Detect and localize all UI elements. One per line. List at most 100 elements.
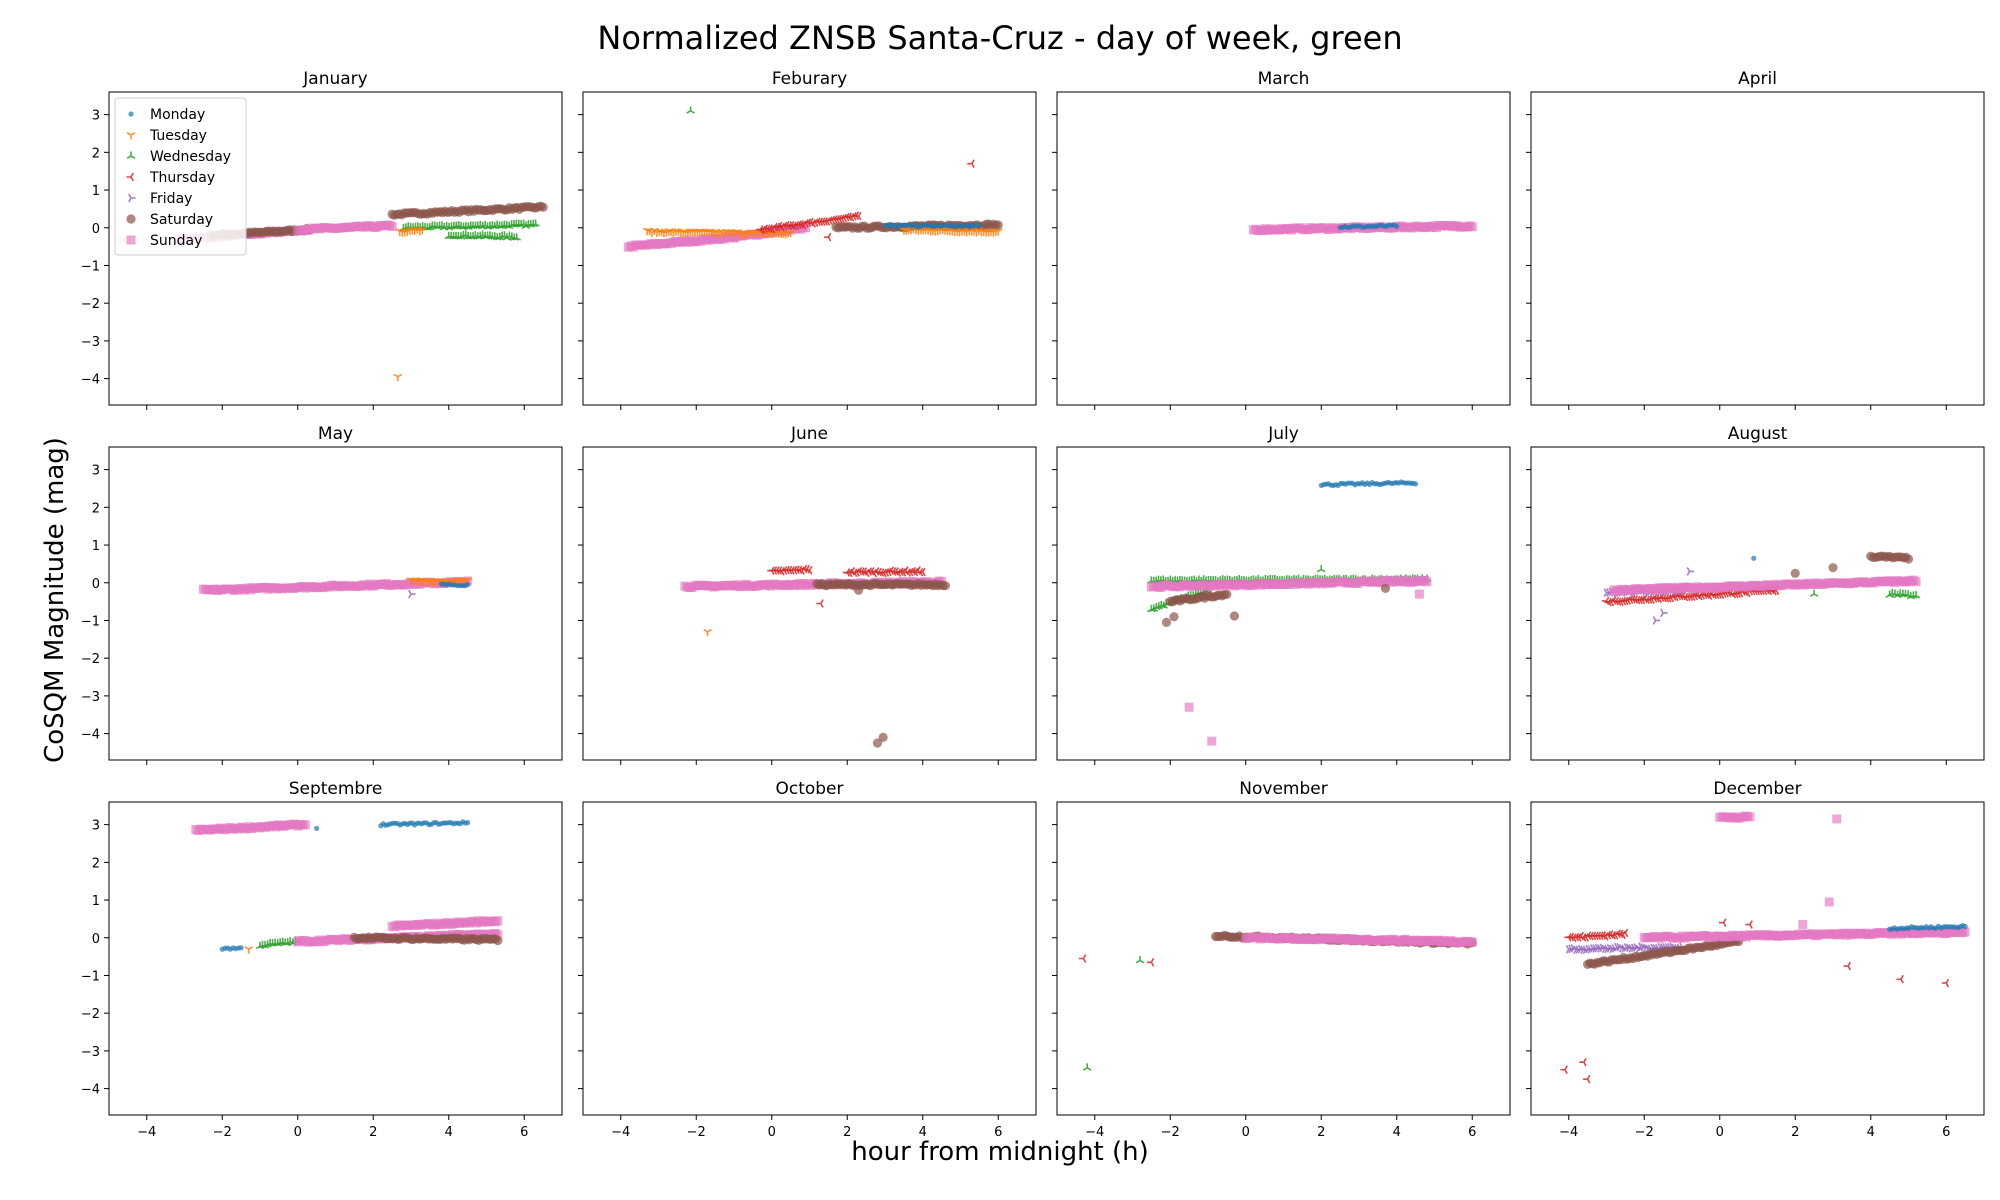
- data-point: [816, 599, 824, 608]
- legend-item-monday: Monday: [128, 107, 205, 123]
- data-point: [1579, 1057, 1587, 1067]
- panel-frame: [1056, 446, 1511, 761]
- legend-item-saturday: Saturday: [126, 212, 213, 228]
- panel-title: June: [790, 424, 828, 444]
- panel-november: November −4 −2 0 2 4 6: [1052, 779, 1511, 1140]
- data-point: [1413, 481, 1419, 487]
- data-point: [1222, 589, 1232, 599]
- panel-title: July: [1267, 424, 1299, 444]
- y-tick-label: 2: [92, 501, 100, 516]
- panel-april: April: [1526, 69, 1985, 410]
- y-tick-label: −3: [81, 690, 100, 705]
- y-tick-label: 0: [92, 222, 100, 237]
- data-point: [1467, 937, 1477, 947]
- data-point: [1745, 920, 1753, 929]
- legend-label: Monday: [150, 107, 205, 123]
- legend-marker: [126, 235, 136, 245]
- y-tick-label: 1: [92, 184, 100, 199]
- x-tick-label: 0: [1716, 1125, 1724, 1140]
- x-tick-label: 6: [994, 1125, 1002, 1140]
- x-tick-label: 2: [1791, 1125, 1799, 1140]
- panel-october: October −4 −2 0 2 4 6: [578, 779, 1037, 1140]
- data-point: [805, 565, 813, 575]
- y-tick-label: −2: [81, 1007, 100, 1022]
- y-tick-label: −1: [81, 614, 100, 629]
- legend-label: Wednesday: [150, 149, 231, 165]
- legend-marker: [126, 151, 136, 159]
- panel-title: April: [1738, 69, 1777, 89]
- data-point: [1745, 812, 1755, 822]
- x-tick-label: −4: [137, 1125, 156, 1140]
- y-tick-label: −4: [81, 373, 100, 388]
- y-axis-label: CoSQM Magnitude (mag): [40, 437, 70, 763]
- data-point: [1207, 736, 1217, 746]
- y-tick-label: 2: [92, 856, 100, 871]
- data-point: [1911, 591, 1921, 599]
- data-point: [1184, 702, 1194, 712]
- panel-septembre: Septembre −4 −2 0 2 4 6 −4 −3 −2 −1 0 1 2 3: [81, 779, 563, 1140]
- data-point: [465, 820, 471, 826]
- panel-title: December: [1713, 779, 1801, 799]
- x-tick-label: −2: [687, 1125, 706, 1140]
- data-point: [1896, 974, 1904, 984]
- panel-june: June: [578, 424, 1037, 765]
- data-point: [1809, 589, 1819, 598]
- y-tick-label: −4: [81, 1083, 100, 1098]
- panel-data: [198, 576, 473, 599]
- panel-frame: [1530, 446, 1985, 761]
- panel-frame: [1530, 91, 1985, 406]
- data-point: [1790, 568, 1800, 578]
- legend-marker: [128, 111, 134, 117]
- data-point: [408, 589, 416, 599]
- data-point: [967, 159, 975, 168]
- x-tick-label: −4: [1085, 1125, 1104, 1140]
- legend-marker: [126, 172, 134, 182]
- x-tick-label: 2: [843, 1125, 851, 1140]
- panel-title: Septembre: [289, 779, 383, 799]
- data-point: [823, 232, 832, 242]
- data-point: [465, 581, 471, 588]
- data-point: [854, 211, 862, 221]
- panel-frame: [108, 801, 563, 1116]
- data-point: [300, 820, 310, 830]
- legend-item-wednesday: Wednesday: [126, 149, 231, 165]
- data-point: [1962, 923, 1968, 930]
- panel-data: [191, 819, 503, 954]
- panel-data: [623, 106, 1003, 252]
- legend-item-thursday: Thursday: [126, 170, 215, 186]
- data-point: [493, 930, 503, 940]
- panel-data: [1560, 811, 1970, 1084]
- panel-may: May −4 −3 −2 −1 0 1 2 3: [81, 424, 563, 765]
- legend-label: Friday: [150, 191, 192, 207]
- panel-data: [680, 564, 951, 748]
- panel-data: [1078, 930, 1477, 1071]
- data-point: [393, 373, 403, 382]
- legend-box: [114, 97, 247, 256]
- y-tick-label: 1: [92, 894, 100, 909]
- y-tick-label: −3: [81, 1045, 100, 1060]
- panel-december: December −4 −2 0 2 4 6: [1526, 779, 1985, 1140]
- panel-frame: [1530, 801, 1985, 1116]
- y-tick-label: 0: [92, 932, 100, 947]
- data-point: [238, 945, 244, 951]
- data-point: [1583, 1074, 1591, 1084]
- x-tick-label: 4: [919, 1125, 927, 1140]
- legend-label: Thursday: [149, 170, 215, 186]
- data-point: [1903, 554, 1914, 564]
- data-point: [1394, 223, 1400, 230]
- y-tick-label: 2: [92, 146, 100, 161]
- data-point: [1146, 957, 1155, 967]
- y-tick-label: 3: [92, 464, 100, 479]
- panel-frame: [1056, 91, 1511, 406]
- y-tick-label: 1: [92, 539, 100, 554]
- data-point: [387, 222, 397, 232]
- data-point: [1602, 596, 1610, 606]
- legend-marker: [128, 193, 136, 203]
- data-point: [1161, 617, 1172, 627]
- x-tick-label: 6: [1468, 1125, 1476, 1140]
- data-point: [993, 220, 1003, 230]
- data-point: [1316, 565, 1326, 573]
- data-point: [1078, 954, 1087, 963]
- panel-frame: [582, 91, 1037, 406]
- panel-july: July: [1052, 424, 1511, 765]
